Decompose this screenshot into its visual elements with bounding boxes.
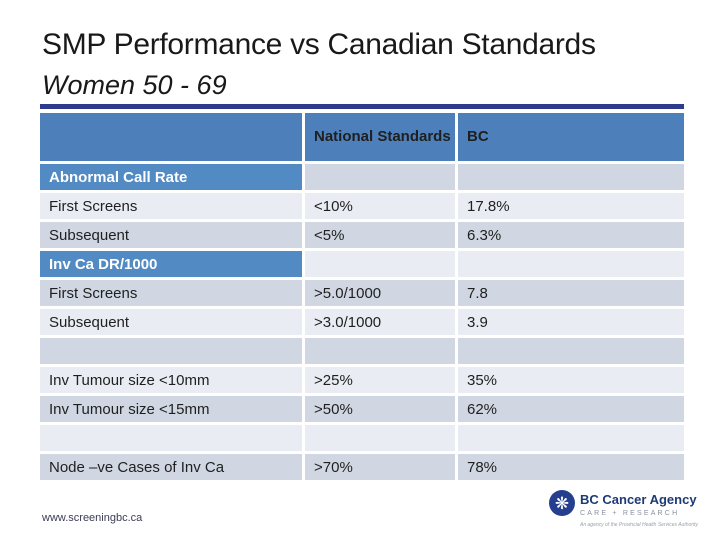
table-row-section-inv-ca-dr: Inv Ca DR/1000	[40, 251, 684, 277]
table-row-first-screens-acr: First Screens <10% 17.8%	[40, 193, 684, 219]
table-row-node-negative: Node –ve Cases of Inv Ca >70% 78%	[40, 454, 684, 480]
national-value	[305, 251, 455, 277]
table-row-spacer-2	[40, 425, 684, 451]
slide-subtitle: Women 50 - 69	[42, 70, 227, 100]
national-value: >50%	[305, 396, 455, 422]
national-value: >70%	[305, 454, 455, 480]
header-cell-blank	[40, 113, 302, 161]
bc-value: 3.9	[458, 309, 684, 335]
table-row-spacer-1	[40, 338, 684, 364]
row-label: Subsequent	[40, 309, 302, 335]
table-row-subsequent-acr: Subsequent <5% 6.3%	[40, 222, 684, 248]
table-row-subsequent-dr: Subsequent >3.0/1000 3.9	[40, 309, 684, 335]
bc-value	[458, 251, 684, 277]
bc-value: 17.8%	[458, 193, 684, 219]
row-label: First Screens	[40, 193, 302, 219]
row-label: Node –ve Cases of Inv Ca	[40, 454, 302, 480]
national-value: <10%	[305, 193, 455, 219]
national-value	[305, 164, 455, 190]
national-value: <5%	[305, 222, 455, 248]
header-cell-national-standards: National Standards	[305, 113, 455, 161]
header-cell-bc: BC	[458, 113, 684, 161]
logo-tagline: CARE + RESEARCH	[580, 510, 680, 517]
section-label: Abnormal Call Rate	[40, 164, 302, 190]
flower-emblem-icon: ❋	[549, 490, 575, 516]
table-header-row: National Standards BC	[40, 113, 684, 161]
national-value: >25%	[305, 367, 455, 393]
table-row-tumour-size-15mm: Inv Tumour size <15mm >50% 62%	[40, 396, 684, 422]
table-row-tumour-size-10mm: Inv Tumour size <10mm >25% 35%	[40, 367, 684, 393]
bc-cancer-agency-logo: ❋ BC Cancer Agency CARE + RESEARCH An ag…	[546, 488, 698, 534]
table-row-section-abnormal-call-rate: Abnormal Call Rate	[40, 164, 684, 190]
bc-value: 78%	[458, 454, 684, 480]
row-label: Inv Tumour size <10mm	[40, 367, 302, 393]
bc-value: 7.8	[458, 280, 684, 306]
bc-value: 62%	[458, 396, 684, 422]
bc-value: 35%	[458, 367, 684, 393]
national-value: >5.0/1000	[305, 280, 455, 306]
slide-title: SMP Performance vs Canadian Standards	[42, 28, 596, 61]
performance-table: National Standards BC Abnormal Call Rate…	[37, 110, 687, 483]
row-label: Subsequent	[40, 222, 302, 248]
row-label: First Screens	[40, 280, 302, 306]
logo-org-name: BC Cancer Agency	[580, 492, 697, 507]
table-row-first-screens-dr: First Screens >5.0/1000 7.8	[40, 280, 684, 306]
section-label: Inv Ca DR/1000	[40, 251, 302, 277]
bc-value	[458, 164, 684, 190]
title-underline-rule	[40, 104, 684, 109]
logo-fineprint: An agency of the Provincial Health Servi…	[580, 522, 698, 528]
row-label: Inv Tumour size <15mm	[40, 396, 302, 422]
footer-url: www.screeningbc.ca	[42, 512, 143, 524]
national-value: >3.0/1000	[305, 309, 455, 335]
bc-value: 6.3%	[458, 222, 684, 248]
